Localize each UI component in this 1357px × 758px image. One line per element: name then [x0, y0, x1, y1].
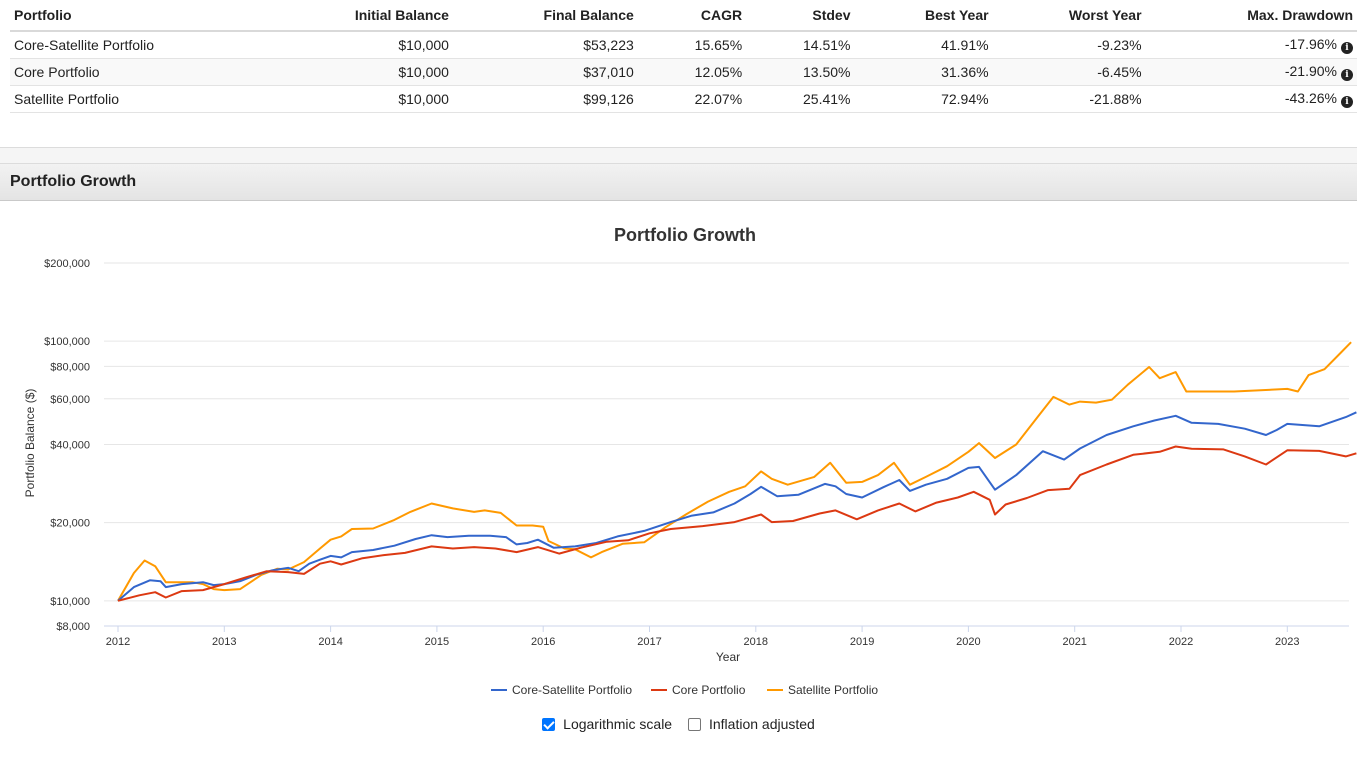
- cell-worst-year: -21.88%: [992, 85, 1146, 113]
- cell-portfolio-name: Satellite Portfolio: [10, 85, 244, 113]
- x-tick-label: 2017: [637, 636, 661, 648]
- legend-item[interactable]: Core-Satellite Portfolio: [491, 683, 632, 697]
- header-initial-balance[interactable]: Initial Balance: [243, 0, 453, 32]
- legend-item[interactable]: Satellite Portfolio: [767, 683, 878, 697]
- header-stdev[interactable]: Stdev: [746, 0, 855, 32]
- x-tick-label: 2019: [850, 636, 874, 648]
- inflation-adjusted-checkbox[interactable]: [687, 717, 701, 731]
- x-axis-ticks: 2012 2013 2014 2015 2016 2017 2018 2019 2020 2021…: [106, 626, 1300, 648]
- header-final-balance[interactable]: Final Balance: [452, 0, 638, 32]
- series-line-core-satellite-portfolio[interactable]: [117, 411, 1357, 602]
- cell-initial-balance: $10,000: [243, 31, 453, 59]
- summary-header-row: Portfolio Initial Balance Final Balance …: [10, 0, 1357, 32]
- legend-item[interactable]: Core Portfolio: [651, 683, 746, 697]
- x-tick-label: 2012: [106, 636, 130, 648]
- cell-best-year: 41.91%: [854, 31, 993, 59]
- chart-legend: Core-Satellite Portfolio Core Portfolio Sa…: [491, 683, 878, 697]
- series-line-satellite-portfolio[interactable]: [117, 341, 1352, 602]
- portfolio-summary-table: Portfolio Initial Balance Final Balance …: [10, 0, 1357, 113]
- cell-cagr: 22.07%: [637, 85, 747, 113]
- y-tick-label: $60,000: [50, 394, 90, 406]
- cell-best-year: 72.94%: [854, 85, 993, 113]
- x-tick-label: 2023: [1275, 636, 1299, 648]
- cell-max-drawdown: -21.90% i: [1145, 58, 1357, 86]
- cell-max-drawdown: -17.96% i: [1145, 31, 1357, 59]
- header-portfolio[interactable]: Portfolio: [10, 0, 244, 32]
- header-cagr[interactable]: CAGR: [637, 0, 747, 32]
- header-worst-year[interactable]: Worst Year: [992, 0, 1146, 32]
- table-row: Core Portfolio $10,000 $37,010 12.05% 13…: [10, 58, 1357, 86]
- cell-portfolio-name: Core-Satellite Portfolio: [10, 31, 244, 59]
- chart-options: Logarithmic scale Inflation adjusted: [0, 716, 1357, 734]
- info-circle-icon[interactable]: i: [1341, 41, 1353, 54]
- x-tick-label: 2014: [318, 636, 342, 648]
- legend-label: Core-Satellite Portfolio: [512, 683, 632, 697]
- chart-title: Portfolio Growth: [614, 225, 756, 245]
- x-axis-label: Year: [716, 650, 740, 664]
- cell-worst-year: -6.45%: [992, 58, 1146, 86]
- y-axis-ticks: $8,000 $10,000 $20,000 $40,000 $60,000 $80,00…: [44, 258, 90, 633]
- max-drawdown-value: -21.90%: [1284, 62, 1337, 79]
- log-scale-label: Logarithmic scale: [563, 716, 673, 732]
- chart-gridlines: [104, 262, 1349, 627]
- info-circle-icon[interactable]: i: [1341, 95, 1353, 108]
- y-tick-label: $80,000: [50, 361, 90, 373]
- cell-cagr: 12.05%: [637, 58, 747, 86]
- cell-stdev: 25.41%: [746, 85, 855, 113]
- cell-max-drawdown: -43.26% i: [1145, 85, 1357, 113]
- cell-final-balance: $53,223: [452, 31, 638, 59]
- max-drawdown-value: -43.26%: [1284, 89, 1337, 106]
- y-tick-label: $40,000: [50, 440, 90, 452]
- y-tick-label: $10,000: [50, 596, 90, 608]
- header-best-year[interactable]: Best Year: [854, 0, 993, 32]
- info-circle-icon[interactable]: i: [1341, 68, 1353, 81]
- cell-initial-balance: $10,000: [243, 85, 453, 113]
- max-drawdown-value: -17.96%: [1284, 35, 1337, 52]
- inflation-adjusted-label: Inflation adjusted: [708, 716, 815, 732]
- cell-stdev: 13.50%: [746, 58, 855, 86]
- series-line-core-portfolio[interactable]: [117, 445, 1357, 602]
- cell-portfolio-name: Core Portfolio: [10, 58, 244, 86]
- cell-final-balance: $99,126: [452, 85, 638, 113]
- header-max-drawdown[interactable]: Max. Drawdown: [1145, 0, 1357, 32]
- cell-worst-year: -9.23%: [992, 31, 1146, 59]
- x-tick-label: 2021: [1062, 636, 1086, 648]
- section-divider: [0, 147, 1357, 164]
- legend-label: Core Portfolio: [672, 683, 746, 697]
- portfolio-growth-chart: Portfolio Growth $8,000 $10,000 $20,000 $40…: [23, 225, 1357, 697]
- cell-cagr: 15.65%: [637, 31, 747, 59]
- cell-initial-balance: $10,000: [243, 58, 453, 86]
- section-title: Portfolio Growth: [10, 173, 137, 190]
- x-tick-label: 2020: [956, 636, 980, 648]
- y-tick-label: $8,000: [56, 621, 90, 633]
- x-tick-label: 2018: [744, 636, 768, 648]
- cell-final-balance: $37,010: [452, 58, 638, 86]
- section-header: Portfolio Growth: [0, 164, 1357, 201]
- y-axis-label: Portfolio Balance ($): [23, 389, 37, 498]
- x-tick-label: 2016: [531, 636, 555, 648]
- log-scale-option[interactable]: Logarithmic scale: [542, 716, 672, 732]
- inflation-adjusted-option[interactable]: Inflation adjusted: [687, 716, 815, 732]
- y-tick-label: $200,000: [44, 258, 90, 270]
- cell-best-year: 31.36%: [854, 58, 993, 86]
- table-row: Satellite Portfolio $10,000 $99,126 22.0…: [10, 85, 1357, 113]
- y-tick-label: $100,000: [44, 336, 90, 348]
- y-tick-label: $20,000: [50, 518, 90, 530]
- legend-label: Satellite Portfolio: [788, 683, 878, 697]
- log-scale-checkbox[interactable]: [542, 717, 556, 731]
- cell-stdev: 14.51%: [746, 31, 855, 59]
- x-tick-label: 2013: [212, 636, 236, 648]
- x-tick-label: 2022: [1169, 636, 1193, 648]
- chart-series: [117, 341, 1357, 602]
- table-row: Core-Satellite Portfolio $10,000 $53,223…: [10, 31, 1357, 59]
- x-tick-label: 2015: [425, 636, 449, 648]
